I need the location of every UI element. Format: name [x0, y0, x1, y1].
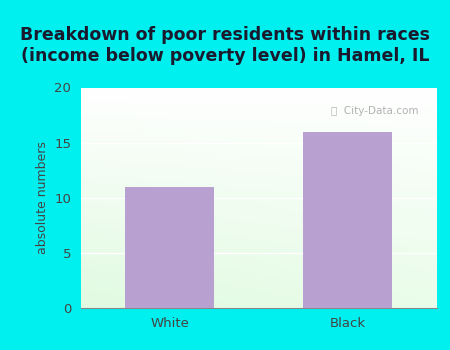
Bar — [303, 132, 392, 308]
Bar — [126, 187, 214, 308]
Y-axis label: absolute numbers: absolute numbers — [36, 141, 49, 254]
Text: ⓘ  City-Data.com: ⓘ City-Data.com — [331, 106, 418, 116]
Text: Breakdown of poor residents within races
(income below poverty level) in Hamel, : Breakdown of poor residents within races… — [20, 26, 430, 65]
